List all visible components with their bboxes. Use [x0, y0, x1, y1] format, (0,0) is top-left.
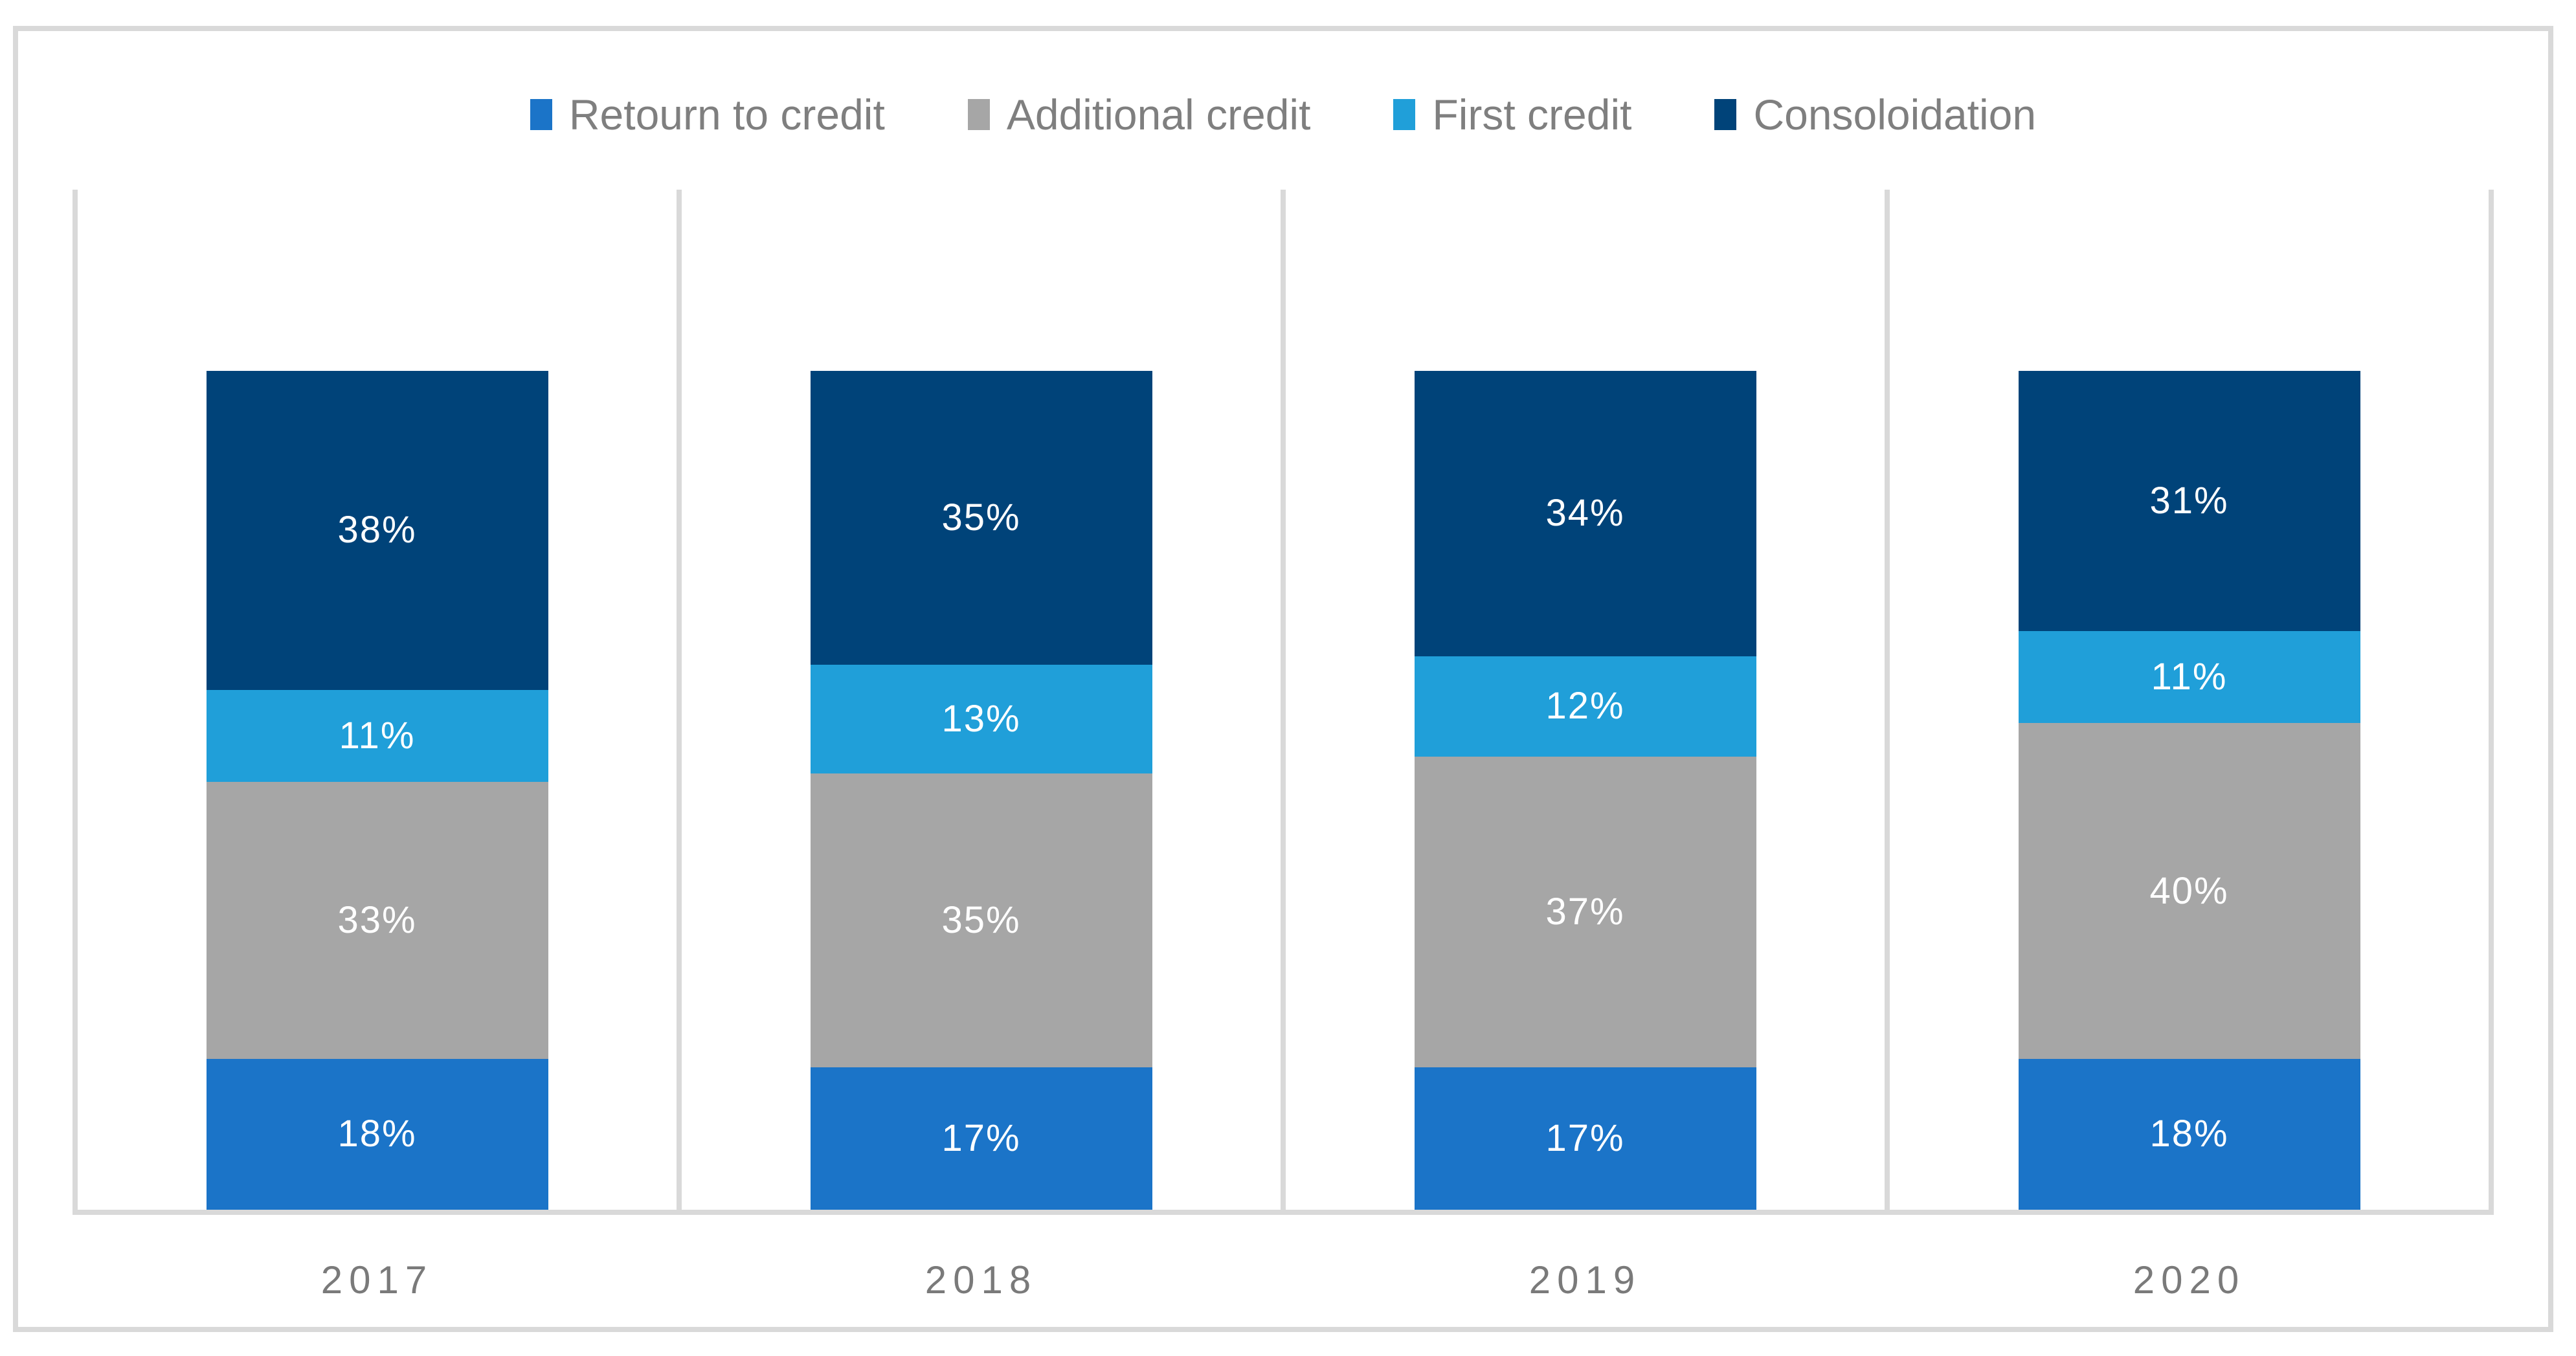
legend-item: First credit	[1393, 93, 1631, 136]
legend-label: Retourn to credit	[568, 91, 885, 139]
data-label: 11%	[2151, 656, 2228, 698]
legend-swatch-icon	[530, 99, 552, 130]
data-label: 34%	[1545, 492, 1625, 535]
legend-label: First credit	[1432, 91, 1632, 139]
data-label: 38%	[337, 509, 417, 551]
data-label: 13%	[941, 697, 1021, 740]
x-axis-line	[73, 1210, 2494, 1215]
data-label: 17%	[1545, 1117, 1625, 1159]
x-axis-label: 2019	[1529, 1258, 1642, 1302]
legend-item: Consoloidation	[1714, 93, 2036, 136]
bar-segment: 31%	[2018, 371, 2360, 631]
bar-segment: 17%	[1414, 1067, 1756, 1210]
data-label: 18%	[2149, 1113, 2229, 1155]
legend-swatch-icon	[1393, 99, 1416, 130]
gridline	[2489, 190, 2494, 1210]
bar-segment: 13%	[810, 664, 1152, 774]
legend-label: Consoloidation	[1753, 91, 2037, 139]
data-label: 40%	[2149, 869, 2229, 912]
data-label: 11%	[339, 714, 416, 757]
legend-swatch-icon	[1714, 99, 1737, 130]
bar-segment: 35%	[810, 371, 1152, 665]
legend-swatch-icon	[967, 99, 990, 130]
data-label: 37%	[1545, 890, 1625, 933]
bar-2020: 18% 40% 11% 31%	[2018, 371, 2360, 1210]
legend: Retourn to credit Additional credit First …	[18, 93, 2548, 136]
data-label: 31%	[2149, 479, 2229, 522]
bar-segment: 18%	[206, 1058, 548, 1210]
bar-segment: 12%	[1414, 656, 1756, 757]
legend-item: Additional credit	[967, 91, 1311, 139]
data-label: 12%	[1545, 685, 1625, 728]
bar-2018: 17% 35% 13% 35%	[810, 371, 1152, 1210]
bar-segment: 18%	[2018, 1058, 2360, 1210]
data-label: 35%	[941, 898, 1021, 941]
bar-segment: 17%	[810, 1067, 1152, 1210]
bar-segment: 11%	[206, 689, 548, 783]
bar-segment: 37%	[1414, 757, 1756, 1067]
x-axis-label: 2017	[320, 1258, 434, 1302]
gridline	[73, 190, 78, 1210]
data-label: 35%	[941, 496, 1021, 539]
bar-2019: 17% 37% 12% 34%	[1414, 371, 1756, 1210]
bar-2017: 18% 33% 11% 38%	[206, 371, 548, 1210]
bar-segment: 11%	[2018, 630, 2360, 724]
gridline	[1281, 190, 1286, 1210]
bar-segment: 33%	[206, 782, 548, 1059]
data-label: 18%	[337, 1113, 417, 1155]
legend-label: Additional credit	[1006, 91, 1311, 139]
gridline	[677, 190, 682, 1210]
x-axis-label: 2018	[924, 1258, 1038, 1302]
gridline	[1885, 190, 1890, 1210]
bar-segment: 40%	[2018, 723, 2360, 1059]
bar-segment: 34%	[1414, 371, 1756, 656]
bar-segment: 35%	[810, 773, 1152, 1067]
legend-item: Retourn to credit	[530, 93, 885, 136]
chart-frame: Retourn to credit Additional credit First …	[13, 26, 2553, 1332]
x-axis-label: 2020	[2133, 1258, 2246, 1302]
data-label: 33%	[337, 898, 417, 941]
bar-segment: 38%	[206, 371, 548, 690]
data-label: 17%	[941, 1117, 1021, 1159]
